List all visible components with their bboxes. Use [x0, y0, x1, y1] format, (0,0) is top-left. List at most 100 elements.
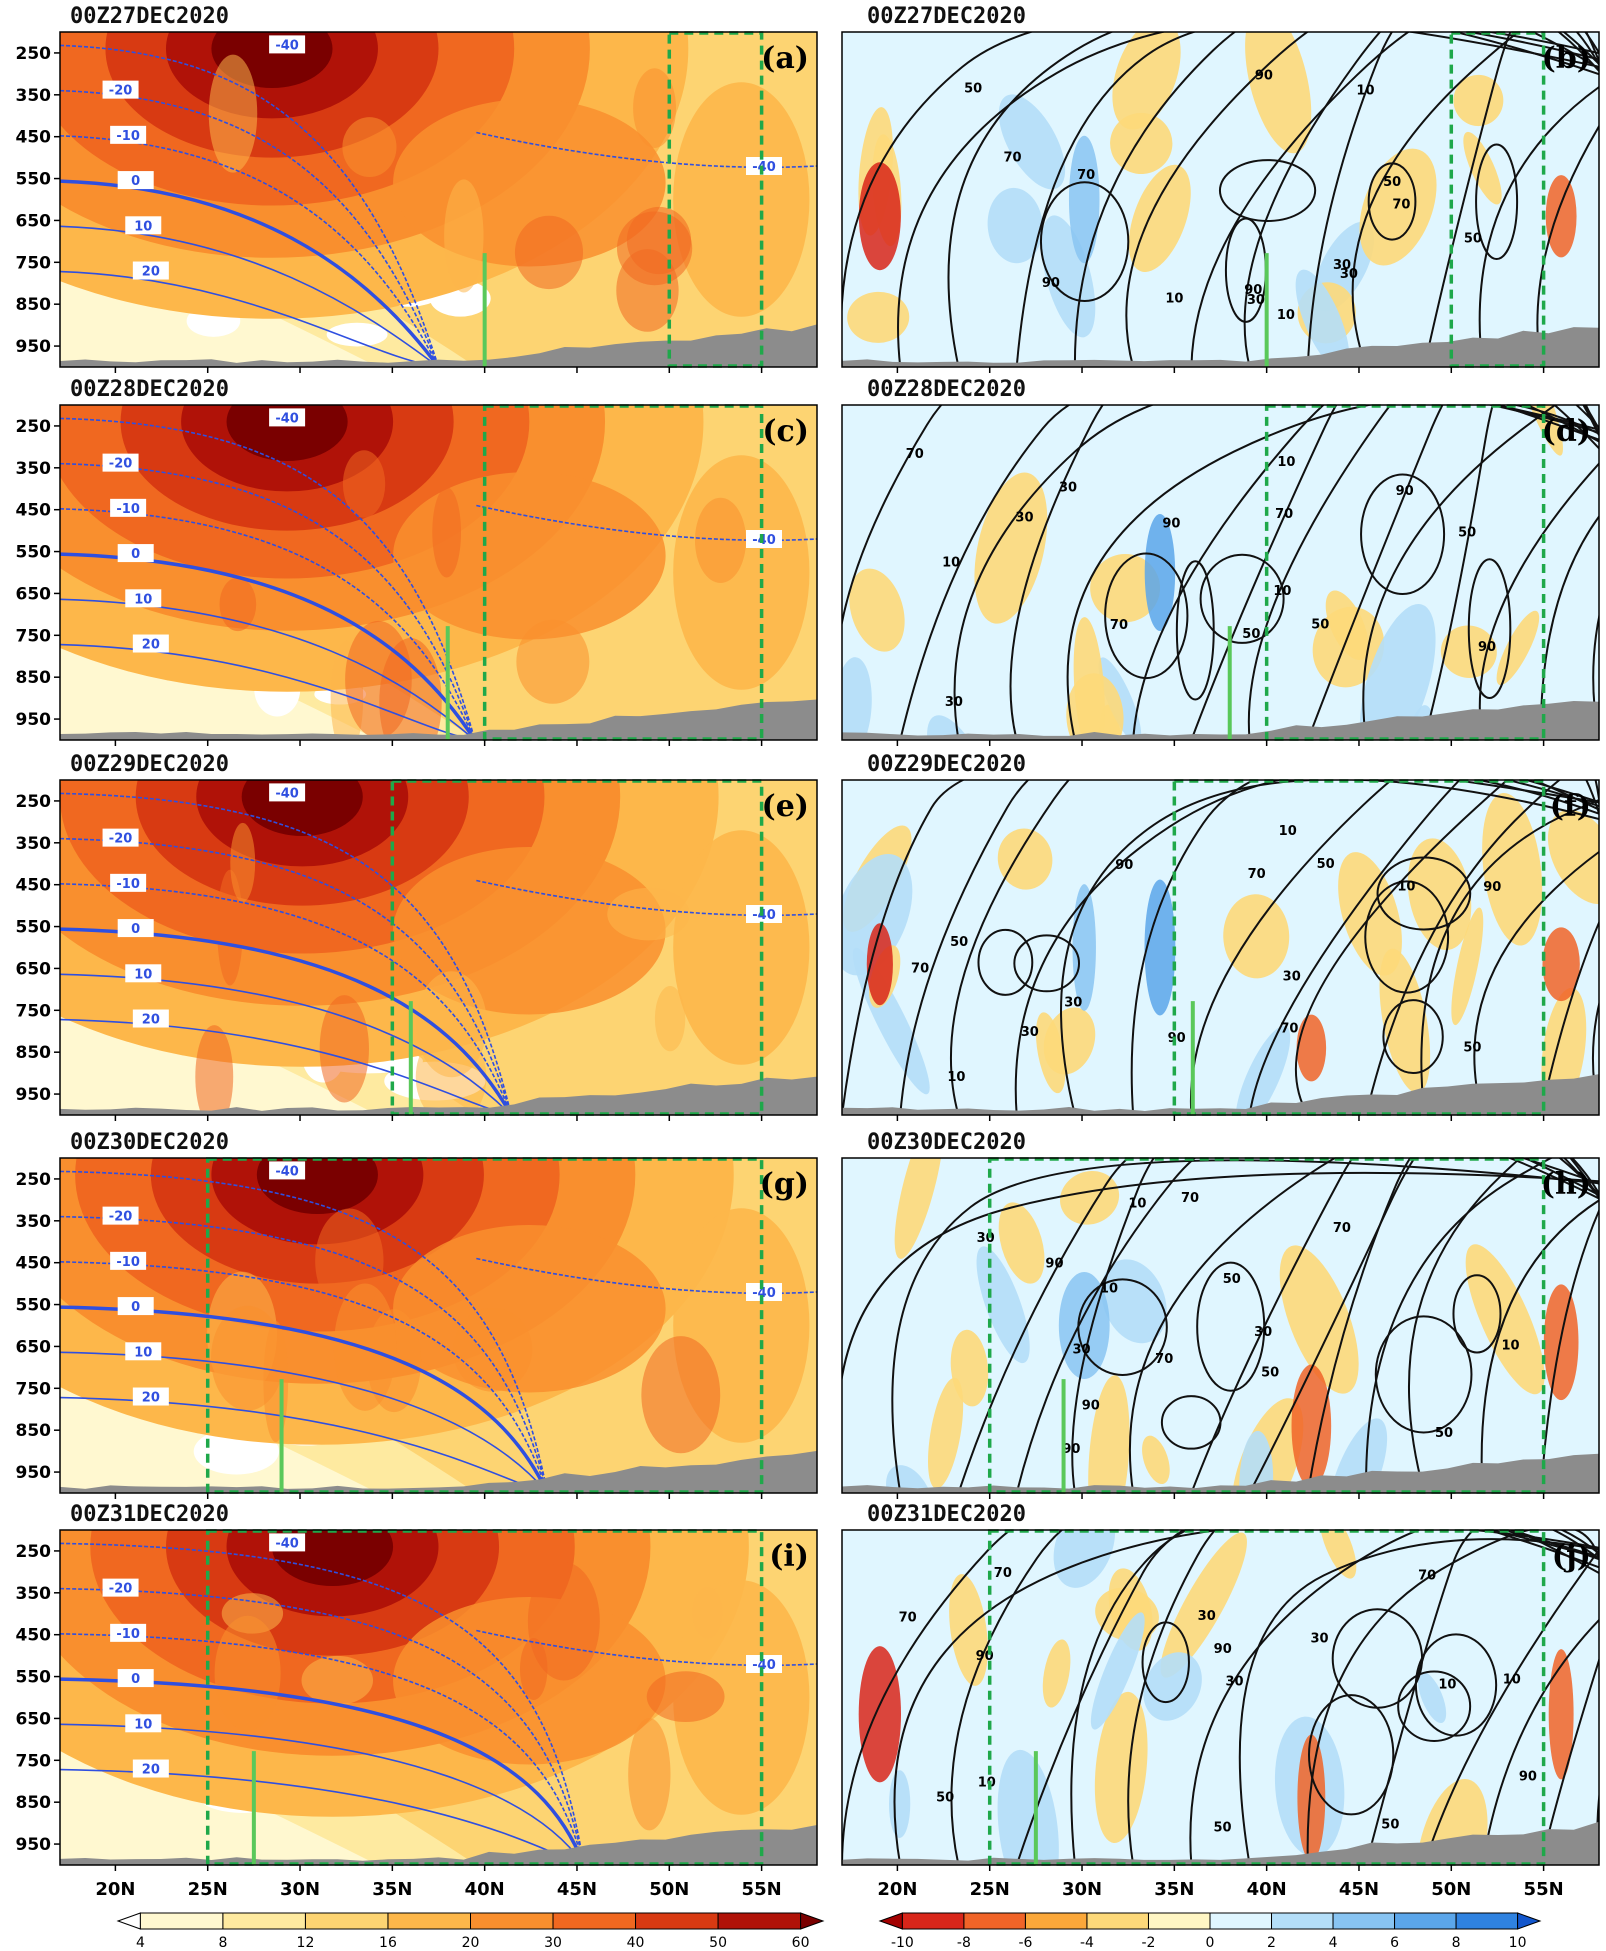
isotherm-label: -20	[109, 457, 133, 472]
x-tick-label: 30N	[280, 1879, 320, 1900]
isotherm-line	[60, 927, 513, 1115]
contour-label: 70	[1275, 507, 1293, 522]
isotherm-label: 10	[134, 967, 152, 982]
analysis-box	[205, 1157, 764, 1494]
contour-label: 90	[1162, 516, 1180, 531]
y-tick-label: 550	[16, 543, 52, 563]
contour-label: 70	[1248, 867, 1266, 882]
contour-label: 10	[1503, 1673, 1521, 1688]
contour-label: 10	[1273, 584, 1291, 599]
isotherm-line	[60, 417, 476, 740]
contour-label: 30	[1247, 293, 1265, 308]
x-tick-label: 40N	[1247, 1879, 1287, 1900]
panel-time-title: 00Z31DEC2020	[70, 1502, 229, 1527]
panel-frame	[59, 779, 818, 1116]
isotherm-line	[60, 1723, 585, 1865]
y-tick-label: 250	[16, 44, 52, 64]
colorbar-left: 4 8 12 16 20 30 40 50 60	[116, 1912, 825, 1951]
contour-label: 10	[1128, 1197, 1146, 1212]
contour-label: 90	[1042, 276, 1060, 291]
contour-label: 30	[1226, 1674, 1244, 1689]
contour-label: 10	[1279, 824, 1297, 839]
contour-label: 10	[1502, 1338, 1520, 1353]
isotherm-line	[60, 973, 512, 1115]
analysis-box	[1172, 779, 1546, 1116]
y-tick-label: 950	[16, 337, 52, 357]
x-tick-label: 40N	[465, 1879, 505, 1900]
y-tick-label: 450	[16, 1626, 52, 1646]
panel-frame	[59, 1529, 818, 1866]
colorbar-swatch	[1147, 1912, 1211, 1930]
y-tick-label: 350	[16, 86, 52, 106]
terrain	[60, 1450, 817, 1493]
x-tick-label: 20N	[877, 1879, 917, 1900]
contour-label: 50	[1261, 1366, 1279, 1381]
colorbar-tick-label: 30	[544, 1935, 562, 1951]
analysis-box	[482, 404, 764, 741]
contour-label: 70	[1333, 1221, 1351, 1236]
colorbar-tick-label: 4	[1329, 1935, 1338, 1951]
terrain	[60, 1076, 817, 1115]
isotherm-label: -40	[752, 160, 776, 175]
panel-frame	[59, 1157, 818, 1494]
contour-label: 70	[1181, 1191, 1199, 1206]
terrain	[842, 1821, 1599, 1865]
panel-frame	[841, 404, 1600, 741]
y-tick-label: 750	[16, 1379, 52, 1399]
contour-label: 10	[1397, 880, 1415, 895]
isotherm-label: -40	[752, 1286, 776, 1301]
terrain	[60, 324, 817, 367]
contour-label: 30	[1073, 1342, 1091, 1357]
panel-frame	[841, 779, 1600, 1116]
x-tick-label: 55N	[742, 1879, 782, 1900]
panel-a: -40 -20 -10 0 10 20 -40 00Z27DEC2020 (a) 250 350 45…	[16, 4, 818, 373]
colorbar-swatch	[1024, 1912, 1088, 1930]
colorbar-tick-label: 8	[218, 1935, 227, 1951]
isotherm-label: -10	[116, 129, 140, 144]
colorbar-swatch	[1332, 1912, 1396, 1930]
x-tick-label: 25N	[188, 1879, 228, 1900]
contour-label: 30	[1283, 970, 1301, 985]
contour-label: 70	[1418, 1568, 1436, 1583]
isotherm-label: -20	[109, 832, 133, 847]
isotherm-label: -40	[275, 1164, 299, 1179]
contour-label: 30	[1310, 1632, 1328, 1647]
y-tick-label: 750	[16, 1001, 52, 1021]
colorbar-swatch	[552, 1912, 637, 1930]
colorbar-tick-label: 40	[627, 1935, 645, 1951]
contour-label: 90	[1255, 69, 1273, 84]
isotherm-label: 0	[131, 174, 140, 189]
x-tick-label: 30N	[1062, 1879, 1102, 1900]
x-tick-label: 25N	[970, 1879, 1010, 1900]
analysis-box	[205, 1529, 764, 1866]
panel-time-title: 00Z31DEC2020	[867, 1502, 1026, 1527]
panel-time-title: 00Z30DEC2020	[70, 1130, 229, 1155]
colorbar-swatch	[304, 1912, 389, 1930]
contour-label: 70	[1280, 1022, 1298, 1037]
isotherm-line	[60, 44, 440, 367]
contour-label: 10	[1100, 1282, 1118, 1297]
colorbar-swatch	[901, 1912, 965, 1930]
colorbar-tick-label: 12	[297, 1935, 315, 1951]
panel-time-title: 00Z28DEC2020	[70, 377, 229, 402]
x-tick-label: 20N	[95, 1879, 135, 1900]
contour-label: 90	[1478, 640, 1496, 655]
contour-label: 50	[1317, 857, 1335, 872]
contour-label: 10	[942, 555, 960, 570]
isotherm-label: -20	[109, 1582, 133, 1597]
y-tick-label: 650	[16, 211, 52, 231]
panel-time-title: 00Z28DEC2020	[867, 377, 1026, 402]
panel-label: (i)	[769, 1539, 809, 1574]
panel-label: (h)	[1541, 1167, 1591, 1202]
isotherm-line	[60, 1261, 549, 1493]
y-tick-label: 850	[16, 295, 52, 315]
y-tick-label: 650	[16, 584, 52, 604]
colorbar-swatch	[1455, 1912, 1519, 1930]
panel-label: (c)	[762, 414, 809, 449]
isotherm-line	[60, 883, 512, 1115]
y-tick-label: 850	[16, 668, 52, 688]
colorbar-swatch	[222, 1912, 306, 1930]
y-tick-label: 250	[16, 1170, 52, 1190]
y-tick-label: 350	[16, 459, 52, 479]
